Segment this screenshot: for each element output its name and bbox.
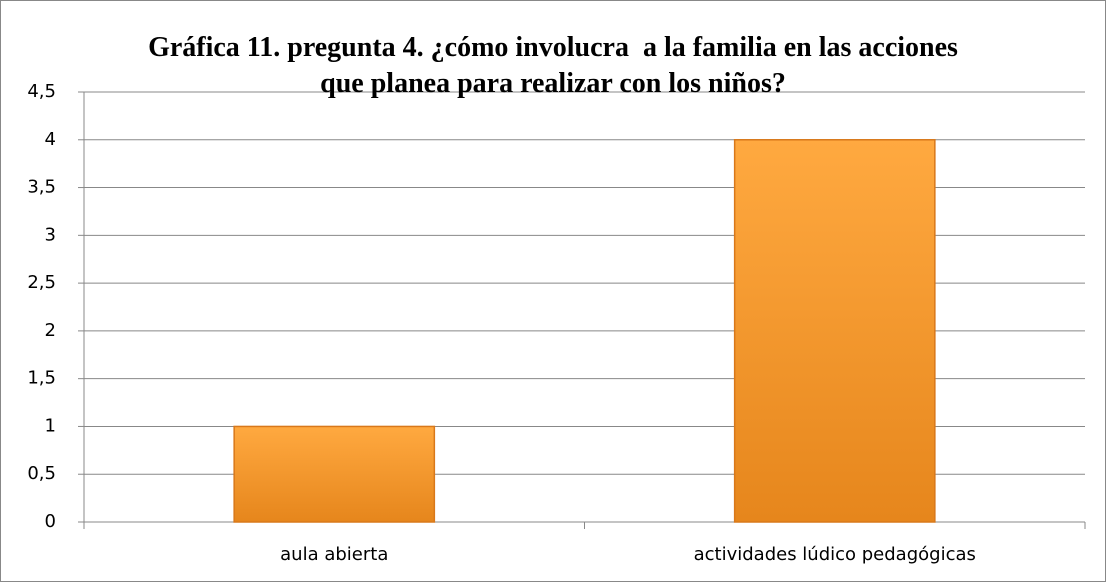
y-tick-label: 0 [45,511,56,532]
y-tick-label: 3,5 [27,177,56,198]
y-tick-label: 3 [45,224,56,245]
y-tick-label: 2 [45,320,56,341]
y-tick-label: 2,5 [27,272,56,293]
y-tick-label: 4 [45,129,56,150]
bar [733,139,936,523]
x-tick-label: aula abierta [280,544,388,565]
y-tick-label: 0,5 [27,463,56,484]
x-tick-label: actividades lúdico pedagógicas [694,544,976,565]
y-tick-label: 4,5 [27,81,56,102]
y-tick-label: 1 [45,415,56,436]
bar [233,425,436,523]
y-tick-label: 1,5 [27,368,56,389]
chart-title: Gráfica 11. pregunta 4. ¿cómo involucra … [148,32,965,99]
